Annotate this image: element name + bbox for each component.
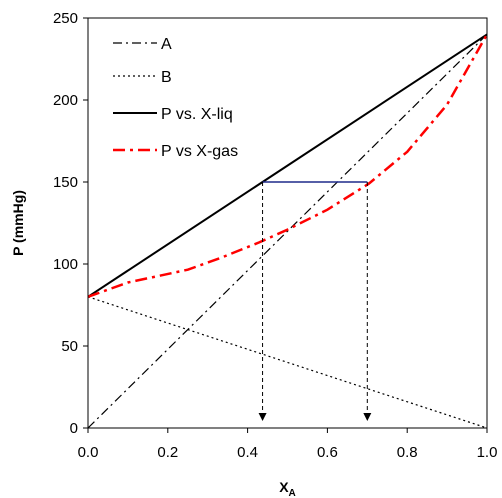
- y-tick-label-0: 0: [70, 420, 78, 437]
- legend-label-2: P vs. X-liq: [161, 106, 233, 123]
- y-tick-label-5: 250: [53, 10, 78, 27]
- y-tick-label-4: 200: [53, 92, 78, 109]
- legend: AB P vs. X-liq P vs X-gas: [113, 36, 238, 160]
- x-tick-label-3: 0.6: [317, 444, 338, 461]
- x-tick-label-2: 0.4: [237, 444, 258, 461]
- legend-label-1: B: [161, 69, 172, 86]
- series-line-2: [87, 33, 488, 298]
- x-axis-title: XA: [279, 479, 296, 498]
- series-line-1: [87, 296, 488, 429]
- legend-label-0: A: [161, 36, 172, 53]
- legend-label-3: P vs X-gas: [161, 143, 238, 160]
- y-tick-label-3: 150: [53, 174, 78, 191]
- x-tick-label-0: 0.0: [78, 444, 99, 461]
- y-axis-title: P (mmHg): [10, 190, 26, 256]
- x-tick-label-5: 1.0: [477, 444, 498, 461]
- series-line-0: [87, 33, 488, 429]
- y-tick-label-1: 50: [61, 338, 78, 355]
- plot-area: [87, 33, 489, 429]
- plot-frame: [87, 17, 488, 429]
- x-axis-title-sub: A: [289, 488, 296, 498]
- series-line-3: [87, 33, 489, 298]
- x-tick-label-1: 0.2: [157, 444, 178, 461]
- x-axis-title-main: X: [279, 479, 289, 495]
- y-tick-label-2: 100: [53, 256, 78, 273]
- x-tick-label-4: 0.8: [397, 444, 418, 461]
